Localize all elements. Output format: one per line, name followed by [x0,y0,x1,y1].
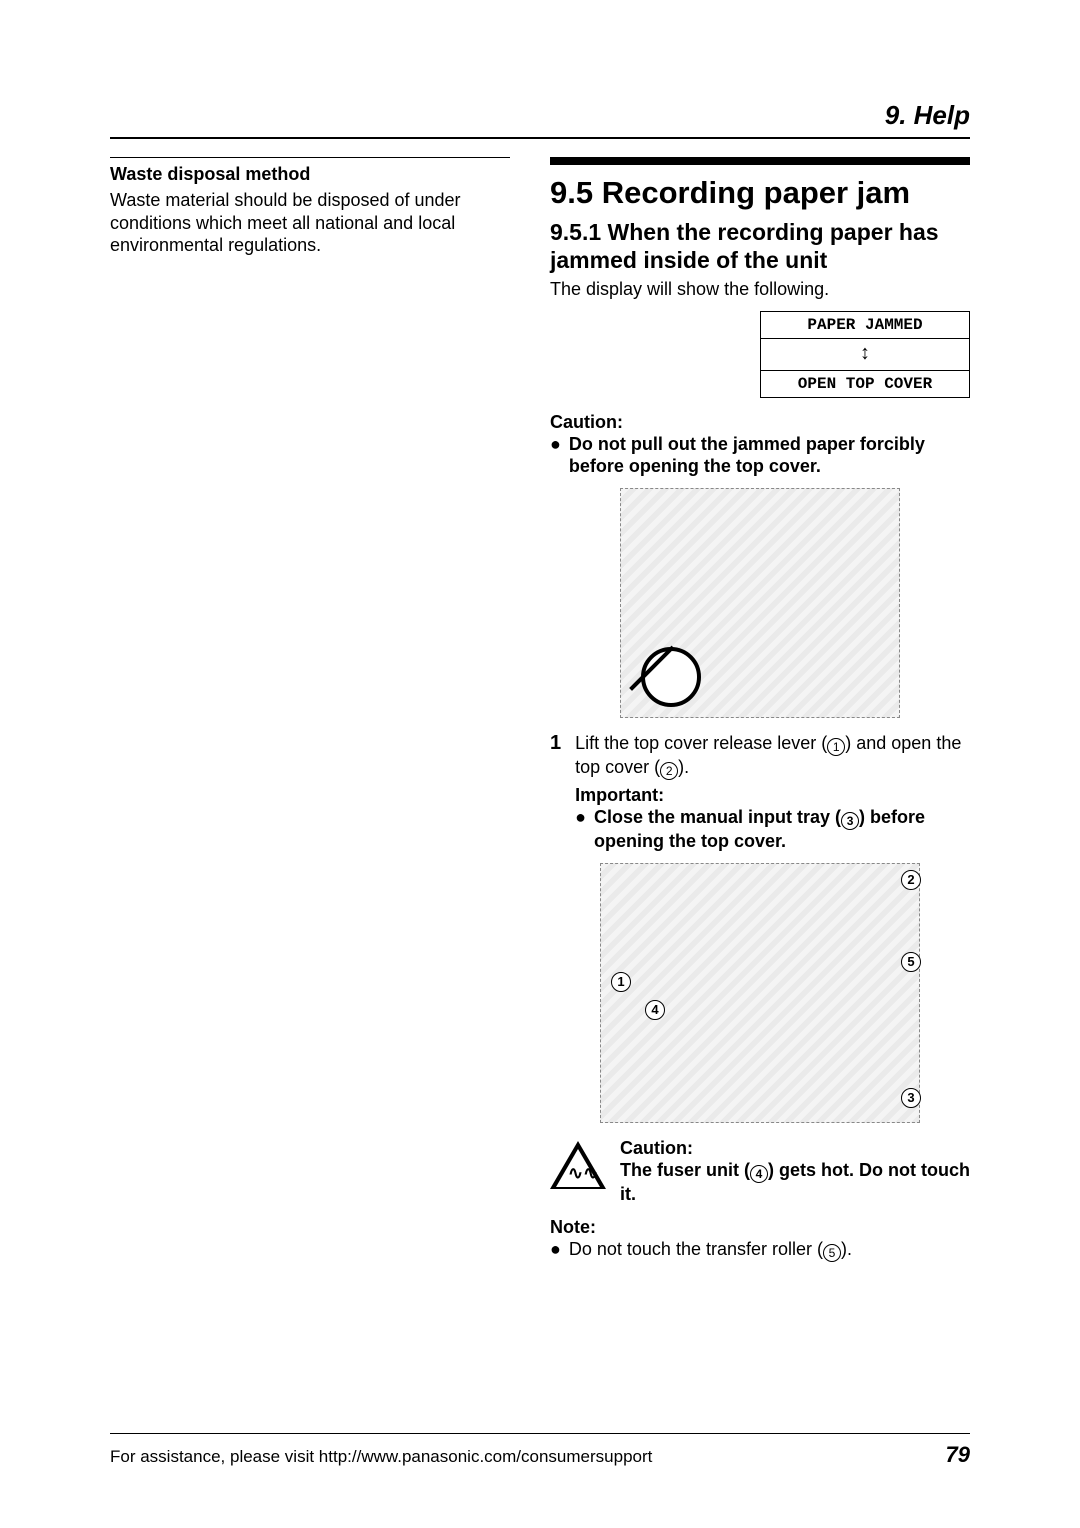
bullet-dot-icon: ● [550,433,561,478]
footer-page-number: 79 [946,1442,970,1468]
caution-2-text-a: The fuser unit ( [620,1160,750,1180]
note-block: Note: ● Do not touch the transfer roller… [550,1216,970,1263]
section-bar [550,157,970,165]
section-title: Recording paper jam [602,175,910,210]
callout-2: 2 [901,870,921,890]
bullet-dot-icon: ● [550,1238,561,1262]
hot-surface-icon: ∿∿ [550,1141,606,1189]
step-1-num: 1 [550,732,561,853]
callout-ref-4: 4 [750,1165,768,1183]
bullet-dot-icon: ● [575,806,586,853]
callout-ref-2: 2 [660,762,678,780]
intro-text: The display will show the following. [550,278,970,301]
prohibit-icon [641,647,701,707]
callout-4: 4 [645,1000,665,1020]
important-label: Important: [575,784,970,807]
subsection-9-5-1-title: 9.5.1 When the recording paper has jamme… [550,219,970,274]
caution-1-bullet: ● Do not pull out the jammed paper forci… [550,433,970,478]
subsection-title: When the recording paper has jammed insi… [550,219,939,273]
footer-text: For assistance, please visit http://www.… [110,1447,652,1467]
header-rule [110,137,970,139]
note-bullet: ● Do not touch the transfer roller (5). [550,1238,970,1262]
content-columns: Waste disposal method Waste material sho… [110,157,970,1262]
subsection-num: 9.5.1 [550,219,601,245]
step-1-text-c: ). [678,757,689,777]
left-column: Waste disposal method Waste material sho… [110,157,510,1262]
caution-1-label: Caution: [550,412,970,433]
right-column: 9.5 Recording paper jam 9.5.1 When the r… [550,157,970,1262]
callout-3: 3 [901,1088,921,1108]
lcd-line-1: PAPER JAMMED [761,312,969,338]
important-bullet: ● Close the manual input tray (3) before… [575,806,970,853]
lcd-display: PAPER JAMMED ↕ OPEN TOP COVER [760,311,970,398]
chapter-title: 9. Help [110,100,970,131]
figure-2-open-cover: 2 5 1 4 3 [600,863,920,1123]
important-text-a: Close the manual input tray ( [594,807,841,827]
waste-body: Waste material should be disposed of und… [110,189,510,257]
callout-ref-1: 1 [827,738,845,756]
step-1-body: Lift the top cover release lever (1) and… [575,732,970,853]
page-footer: For assistance, please visit http://www.… [110,1433,970,1468]
lcd-arrow: ↕ [761,339,969,370]
step-1-text-a: Lift the top cover release lever ( [575,733,827,753]
note-text-a: Do not touch the transfer roller ( [569,1239,823,1259]
figure-1-printer-jam [620,488,900,718]
section-9-5-title: 9.5 Recording paper jam [550,175,970,211]
caution-1-text: Do not pull out the jammed paper forcibl… [569,433,970,478]
section-num: 9.5 [550,175,593,210]
left-col-rule [110,157,510,158]
callout-1: 1 [611,972,631,992]
step-1: 1 Lift the top cover release lever (1) a… [550,732,970,853]
waste-heading: Waste disposal method [110,164,510,185]
callout-5: 5 [901,952,921,972]
page-header: 9. Help [110,100,970,139]
caution-2-label: Caution: [620,1137,970,1160]
caution-2-row: ∿∿ Caution: The fuser unit (4) gets hot.… [550,1137,970,1206]
callout-ref-3: 3 [841,812,859,830]
important-text: Close the manual input tray (3) before o… [594,806,970,853]
note-label: Note: [550,1216,970,1239]
lcd-line-2: OPEN TOP COVER [761,371,969,397]
note-text: Do not touch the transfer roller (5). [569,1238,852,1262]
caution-2-body: Caution: The fuser unit (4) gets hot. Do… [620,1137,970,1206]
note-text-b: ). [841,1239,852,1259]
callout-ref-5: 5 [823,1244,841,1262]
